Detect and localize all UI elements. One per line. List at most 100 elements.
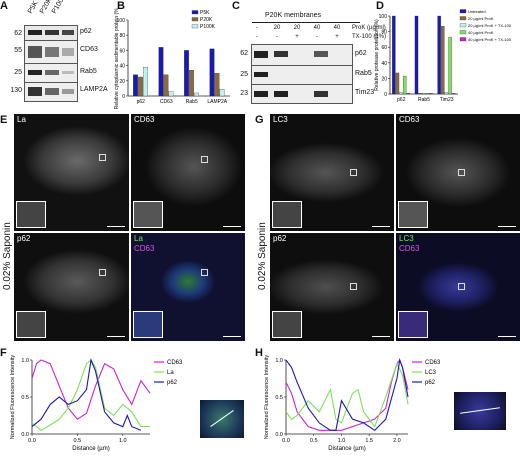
legend-label: P100K <box>200 24 216 30</box>
blot-a-name-2: CD63 <box>80 46 98 53</box>
x-tick-label: 0.5 <box>74 438 82 444</box>
panel-label-h: H <box>255 347 263 359</box>
panel-e-condition: 0.02% Saponin <box>2 222 13 290</box>
blot-a-band-rab5 <box>24 63 78 83</box>
bar-40--g-ml-prok-tim23 <box>448 36 452 95</box>
micrograph-g-merge-label-1: LC3 <box>399 234 414 243</box>
x-tick-label: 0.0 <box>282 438 290 444</box>
legend-swatch <box>459 23 467 28</box>
x-tick-label: CD63 <box>160 99 173 105</box>
panel-label-d: D <box>376 0 384 12</box>
blot-a-col-1: P5K <box>26 0 40 15</box>
bar-p5k-lamp2a <box>209 48 215 97</box>
legend-label: p62 <box>425 380 436 386</box>
y-tick-label: 20 <box>381 76 387 82</box>
panel-label-f: F <box>0 347 7 359</box>
legend-label: p62 <box>167 380 178 386</box>
blot-c-name-3: Tim23 <box>355 89 375 96</box>
blot-c-prok-label: ProK (µg/ml) <box>352 25 386 31</box>
micrograph-e-merge-label-2: CD63 <box>134 244 155 253</box>
micrograph-e-cd63-label: CD63 <box>134 115 155 124</box>
bar-p20k-rab5 <box>189 70 194 97</box>
blot-a-band-p62 <box>24 25 78 41</box>
x-tick-label: 0.0 <box>28 438 36 444</box>
series-line-cd63 <box>31 359 151 420</box>
y-axis-label: Normalized Fluorescence Intensity <box>264 355 270 440</box>
roi-box <box>350 169 357 176</box>
blot-c-prok-5: 40 <box>333 25 341 31</box>
bar-40--g-ml-prok-p62 <box>402 75 407 95</box>
y-tick-label: 80 <box>381 30 387 36</box>
bar-40--g-ml-prok-rab5 <box>425 93 430 95</box>
x-axis-label: Distance (µm) <box>72 446 109 452</box>
x-tick-label: 1.0 <box>119 438 127 444</box>
chart-h: 0.0 0.5 1.0 0.0 0.5 1.0 1.5 2.0 Distance (µm) Nor… <box>264 355 441 452</box>
micrograph-g-p62-label: p62 <box>273 234 287 243</box>
blot-c-prok-3: 20 <box>293 25 301 31</box>
y-tick-label: 80 <box>119 33 125 39</box>
roi-box <box>99 269 106 276</box>
bar-40--g-ml-prok---tx-100-p62 <box>406 93 411 95</box>
blot-a-mw-3: 25 <box>14 69 22 76</box>
x-tick-label: 1.0 <box>338 438 346 444</box>
micrograph-g-cd63: CD63 <box>396 114 520 231</box>
inset <box>16 201 46 228</box>
panel-label-c: C <box>232 0 240 12</box>
legend-label: P20K <box>200 17 213 23</box>
inset <box>133 311 163 338</box>
micrograph-e-cd63: CD63 <box>131 114 245 231</box>
blot-c-title: P20K membranes <box>265 12 322 19</box>
y-tick-label: 40 <box>119 64 125 70</box>
x-tick-label: p62 <box>137 99 146 105</box>
micrograph-e-merge-label-1: La <box>134 234 143 243</box>
blot-c-band-p62 <box>251 44 353 66</box>
roi-box <box>458 283 465 290</box>
x-tick-label: LAMP2A <box>207 99 227 105</box>
y-tick-label: 0.5 <box>21 395 29 401</box>
panel-label-e: E <box>0 114 8 126</box>
scale-bar <box>372 226 390 227</box>
blot-c-tx-label: TX-100 (1%) <box>352 34 387 40</box>
scale-bar <box>107 336 125 337</box>
blot-c-tx-2: - <box>276 34 278 40</box>
bar-p20k-p62 <box>138 76 143 97</box>
line-profile-inset-f <box>200 400 244 438</box>
bar-p20k-cd63 <box>163 74 169 97</box>
inset <box>398 201 428 228</box>
inset <box>398 311 428 338</box>
micrograph-e-merge: La CD63 <box>131 233 245 341</box>
legend-swatch <box>191 17 199 22</box>
blot-a-name-4: LAMP2A <box>80 86 108 93</box>
bar-p100k-lamp2a <box>219 89 225 97</box>
inset <box>272 311 302 338</box>
x-tick-label: 2.0 <box>393 438 401 444</box>
micrograph-g-lc3-label: LC3 <box>273 115 288 124</box>
bar-40--g-ml-prok---tx-100-tim23 <box>451 93 456 95</box>
panel-g-condition: 0.02% Saponin <box>257 222 268 290</box>
y-tick-label: 0.5 <box>275 395 283 401</box>
x-axis-label: Distance (µm) <box>328 446 365 452</box>
blot-c-tx-1: - <box>256 34 258 40</box>
blot-a-band-cd63 <box>24 40 78 64</box>
x-tick-label: Tim23 <box>440 97 454 103</box>
bar-20--g-ml-prok---tx-100-tim23 <box>444 92 449 95</box>
bar-40--g-ml-prok---tx-100-rab5 <box>429 93 433 95</box>
legend-swatch <box>191 10 199 15</box>
series-line-lc3 <box>285 362 409 428</box>
scale-bar <box>223 336 241 337</box>
series-line-p62 <box>285 357 409 432</box>
legend-swatch <box>191 24 199 29</box>
blot-c-prok-2: 20 <box>273 25 281 31</box>
blot-c-mw-1: 62 <box>240 50 248 57</box>
bar-p5k-cd63 <box>158 47 164 97</box>
y-tick-label: 60 <box>381 45 387 51</box>
legend-label: CD63 <box>167 360 183 366</box>
blot-c-name-1: p62 <box>355 50 367 57</box>
bar-20--g-ml-prok---tx-100-rab5 <box>422 93 426 95</box>
roi-box <box>99 154 106 161</box>
bar-p100k-p62 <box>143 66 148 97</box>
scale-bar <box>498 336 516 337</box>
scale-bar <box>372 336 390 337</box>
y-tick-label: 100 <box>379 14 388 20</box>
